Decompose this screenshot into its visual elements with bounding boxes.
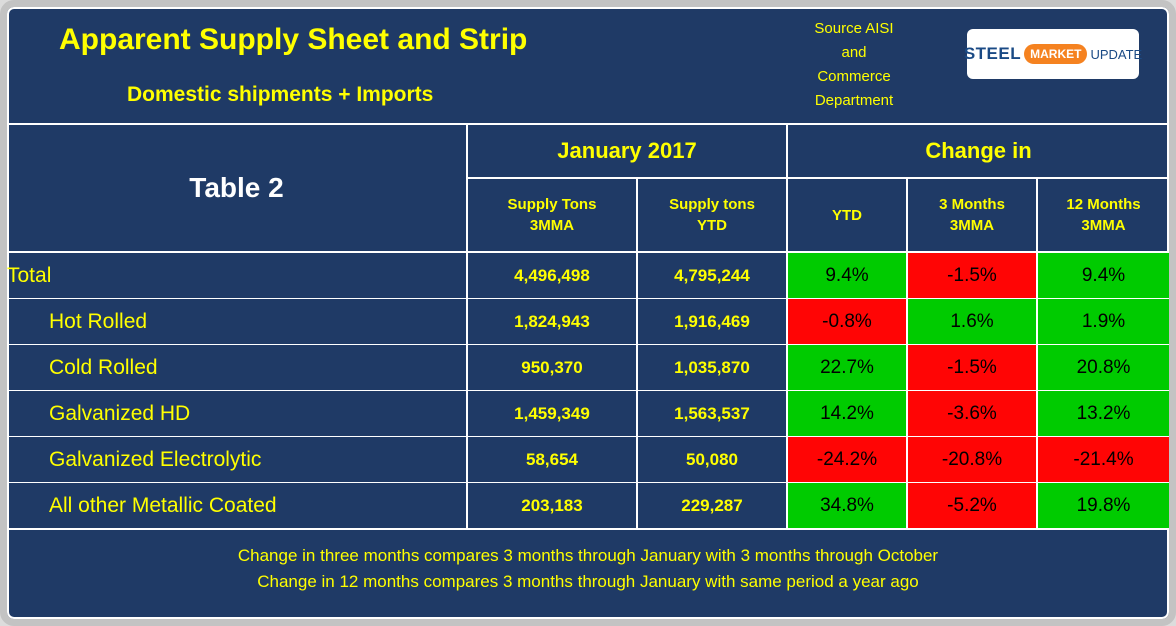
supply-tons-3mma-value: 1,459,349 [466, 390, 638, 437]
supply-tons-ytd-value: 4,795,244 [636, 251, 788, 299]
change-3-months-cell: -20.8% [906, 436, 1038, 483]
change-12-months-cell: 20.8% [1036, 344, 1169, 391]
table-row-hot-rolled: Hot Rolled 1,824,943 1,916,469 -0.8% 1.6… [7, 298, 1169, 345]
column-header-line: Supply Tons [507, 196, 597, 213]
supply-tons-ytd-value: 50,080 [636, 436, 788, 483]
column-header-row: Supply Tons 3MMA Supply tons YTD YTD 3 M… [7, 177, 1169, 253]
table-row-galvanized-hd: Galvanized HD 1,459,349 1,563,537 14.2% … [7, 390, 1169, 437]
source-line: Department [814, 92, 894, 109]
column-header-line: YTD [697, 217, 727, 234]
ytd-change-cell: 34.8% [786, 482, 908, 530]
supply-tons-ytd-value: 1,035,870 [636, 344, 788, 391]
table-row-total: Total 4,496,498 4,795,244 9.4% -1.5% 9.4… [7, 251, 1169, 299]
supply-tons-ytd-value: 1,563,537 [636, 390, 788, 437]
change-12-months-cell: 1.9% [1036, 298, 1169, 345]
logo-word-market: MARKET [1024, 44, 1088, 64]
change-12-months-cell: 9.4% [1036, 251, 1169, 299]
column-header-line: YTD [832, 206, 862, 224]
supply-tons-3mma-value: 203,183 [466, 482, 638, 530]
ytd-change-cell: 22.7% [786, 344, 908, 391]
column-group-january-2017: January 2017 [466, 123, 788, 179]
change-3-months-cell: -1.5% [906, 251, 1038, 299]
column-header-line: 3 Months [939, 196, 1005, 213]
ytd-change-cell: -24.2% [786, 436, 908, 483]
apparent-supply-table: Table 2 January 2017 Change in Supply To… [7, 123, 1169, 530]
column-header-3-months-3mma: 3 Months 3MMA [906, 177, 1038, 253]
logo-word-update: UPDATE [1090, 46, 1143, 62]
row-label: Galvanized Electrolytic [7, 436, 468, 483]
change-12-months-cell: -21.4% [1036, 436, 1169, 483]
table-row-cold-rolled: Cold Rolled 950,370 1,035,870 22.7% -1.5… [7, 344, 1169, 391]
footnote-line: Change in three months compares 3 months… [237, 546, 939, 565]
row-label: Total [7, 251, 468, 299]
slide-header: Apparent Supply Sheet and Strip Domestic… [7, 7, 1169, 123]
source-line: Commerce [817, 68, 891, 85]
change-3-months-cell: -5.2% [906, 482, 1038, 530]
table-row-galvanized-electrolytic: Galvanized Electrolytic 58,654 50,080 -2… [7, 436, 1169, 483]
ytd-change-cell: 9.4% [786, 251, 908, 299]
column-header-line: 3MMA [949, 217, 995, 234]
change-12-months-cell: 19.8% [1036, 482, 1169, 530]
steel-market-update-logo: STEEL MARKET UPDATE [963, 29, 1143, 79]
column-group-row: Table 2 January 2017 Change in [7, 123, 1169, 253]
change-3-months-cell: -1.5% [906, 344, 1038, 391]
column-header-supply-tons-ytd: Supply tons YTD [636, 177, 788, 253]
column-header-line: 3MMA [1081, 217, 1126, 234]
footnotes: Change in three months compares 3 months… [7, 543, 1169, 596]
column-header-ytd: YTD [786, 177, 908, 253]
logo-word-steel: STEEL [963, 44, 1022, 63]
source-line: Source AISI [814, 20, 894, 37]
table-title: Table 2 [7, 123, 468, 253]
column-header-line: 3MMA [529, 217, 575, 234]
row-label: Cold Rolled [7, 344, 468, 391]
change-3-months-cell: 1.6% [906, 298, 1038, 345]
column-header-supply-tons-3mma: Supply Tons 3MMA [467, 177, 638, 253]
supply-tons-3mma-value: 4,496,498 [466, 251, 638, 299]
row-label: All other Metallic Coated [7, 482, 468, 530]
supply-tons-3mma-value: 58,654 [466, 436, 638, 483]
supply-tons-3mma-value: 950,370 [466, 344, 638, 391]
row-label: Galvanized HD [7, 390, 468, 437]
page-subtitle: Domestic shipments + Imports [127, 83, 434, 106]
supply-tons-3mma-value: 1,824,943 [466, 298, 638, 345]
source-note: Source AISI and Commerce Department [759, 17, 949, 113]
table-row-all-other-metallic-coated: All other Metallic Coated 203,183 229,28… [7, 482, 1169, 530]
change-3-months-cell: -3.6% [906, 390, 1038, 437]
column-group-change-in: Change in [786, 123, 1169, 179]
ytd-change-cell: -0.8% [786, 298, 908, 345]
column-header-line: 12 Months [1066, 196, 1141, 213]
supply-tons-ytd-value: 1,916,469 [636, 298, 788, 345]
footnote-line: Change in 12 months compares 3 months th… [257, 572, 919, 592]
source-line: and [841, 44, 867, 61]
row-label: Hot Rolled [7, 298, 468, 345]
change-12-months-cell: 13.2% [1036, 390, 1169, 437]
column-header-12-months-3mma: 12 Months 3MMA [1036, 177, 1169, 253]
column-header-line: Supply tons [669, 196, 755, 213]
page-title: Apparent Supply Sheet and Strip [59, 23, 528, 56]
supply-tons-ytd-value: 229,287 [636, 482, 788, 530]
ytd-change-cell: 14.2% [786, 390, 908, 437]
